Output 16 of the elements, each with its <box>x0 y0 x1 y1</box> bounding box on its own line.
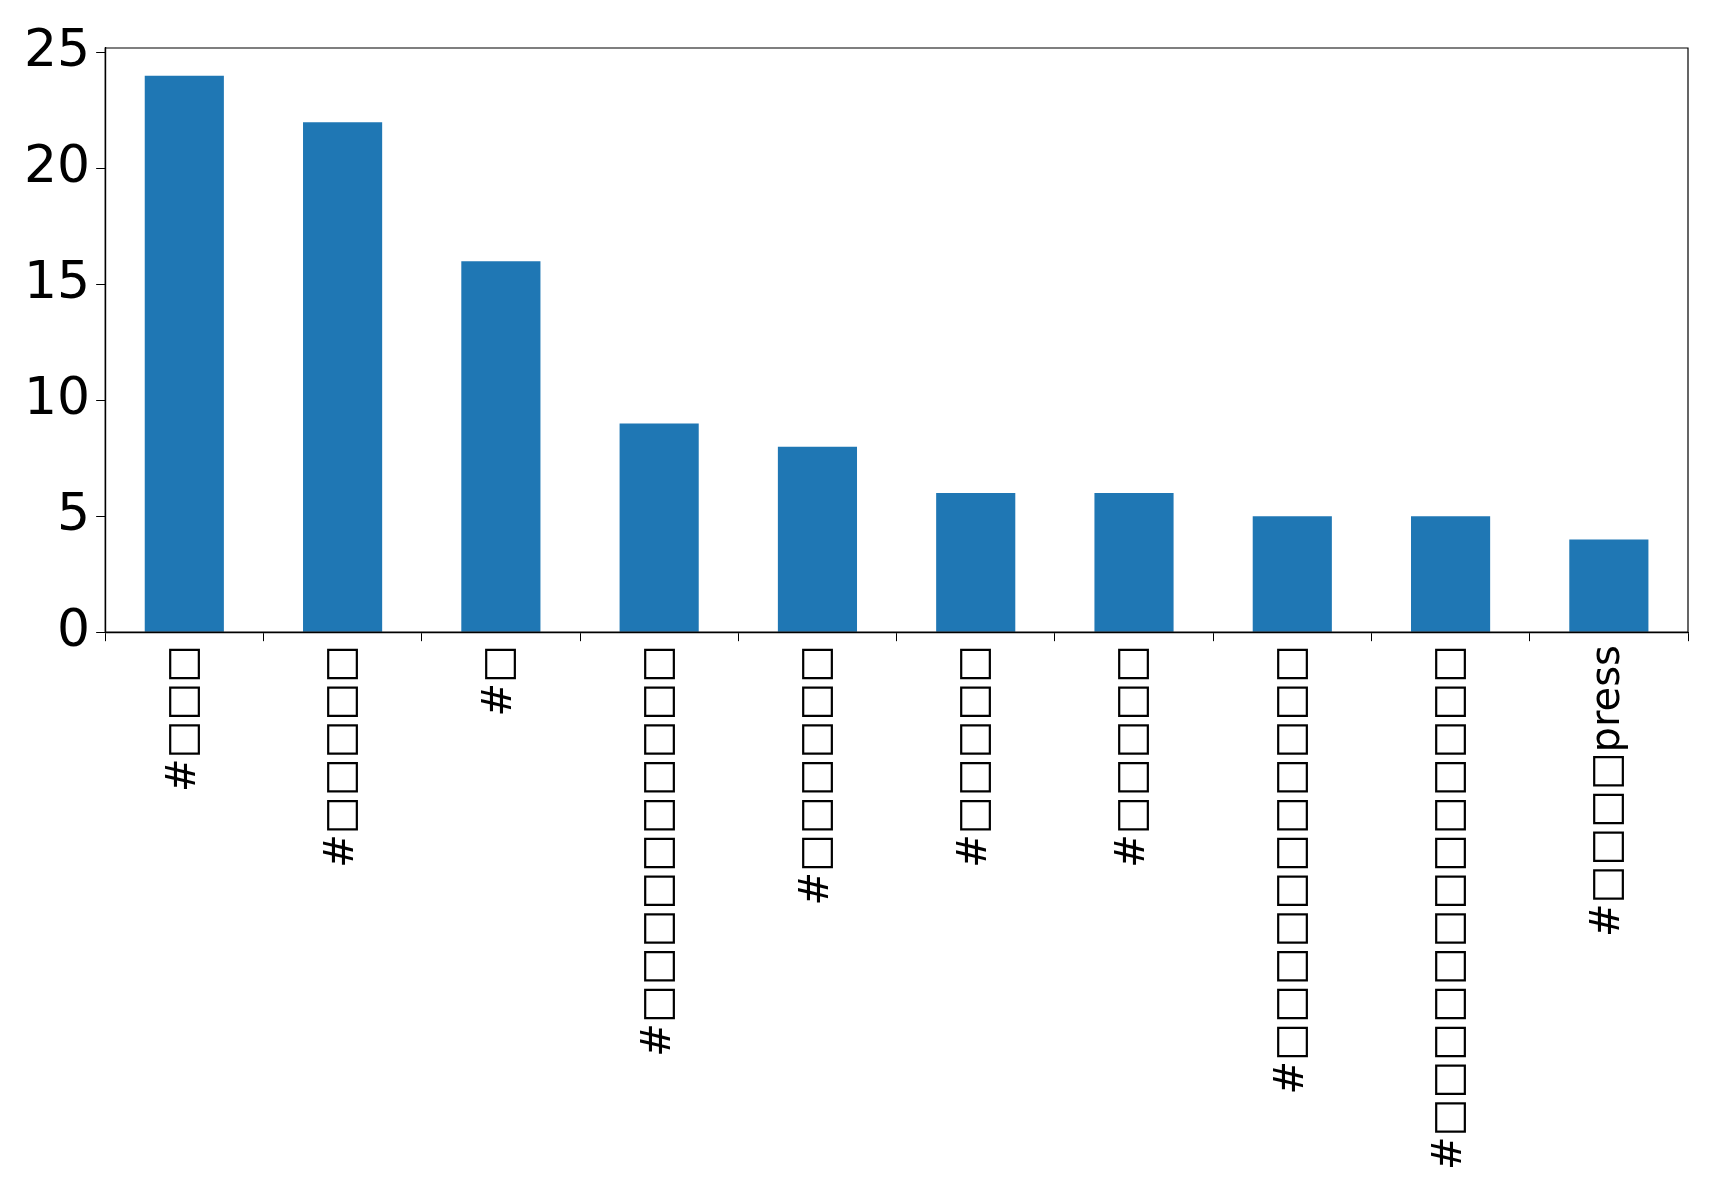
x-tick-label: #□□□□press <box>1582 645 1629 938</box>
x-tick-label: #□□□□□□□□□□ <box>632 645 679 1057</box>
x-tick-label: #□□□□□ <box>315 645 362 868</box>
x-tick-label: #□□□□□□□□□□□ <box>1265 645 1312 1095</box>
x-tick-label: #□□□□□ <box>1107 645 1154 868</box>
y-tick-label: 0 <box>57 597 91 658</box>
x-tick-label: #□ <box>474 645 521 717</box>
y-tick-label: 15 <box>24 249 91 310</box>
x-tick-label: #□□□ <box>157 645 204 793</box>
y-tick-label: 5 <box>57 481 91 542</box>
x-tick-label: #□□□□□□ <box>790 645 837 906</box>
y-tick-label: 20 <box>24 134 91 195</box>
y-tick-label: 25 <box>24 18 91 79</box>
x-tick-label: #□□□□□ <box>949 645 996 868</box>
x-tick-label: #□□□□□□□□□□□□□ <box>1423 645 1470 1170</box>
y-tick-label: 10 <box>24 365 91 426</box>
